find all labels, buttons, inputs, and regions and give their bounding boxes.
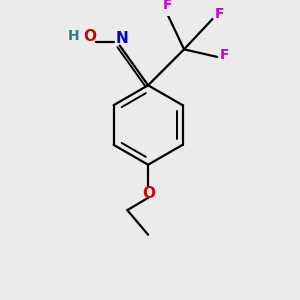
Text: F: F: [215, 7, 225, 21]
Text: F: F: [220, 48, 230, 62]
Text: H: H: [68, 29, 79, 43]
Text: O: O: [142, 186, 156, 201]
Text: F: F: [162, 0, 172, 12]
Text: N: N: [115, 32, 128, 46]
Text: O: O: [83, 28, 96, 44]
